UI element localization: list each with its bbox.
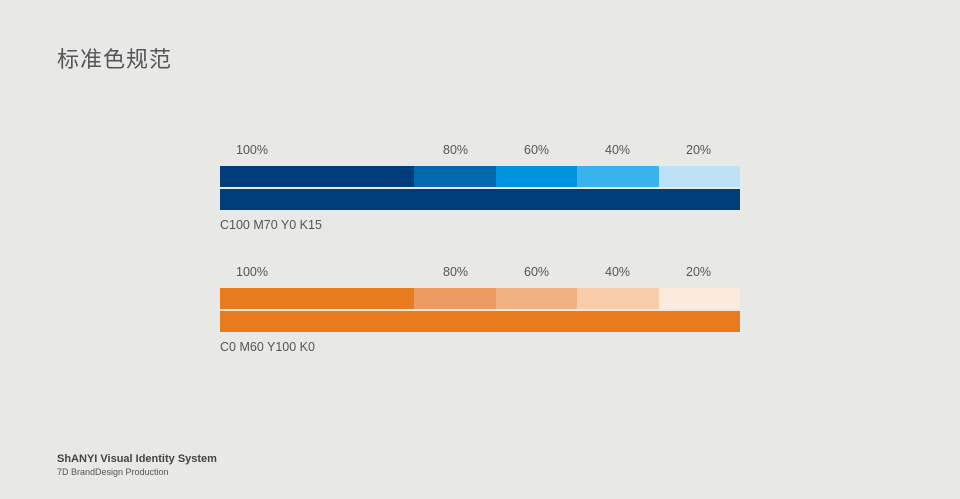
tint-label-20: 20% [686,143,712,157]
main-color-bar [220,311,740,332]
tint-label-80: 80% [443,143,469,157]
tint-swatch-40 [577,166,659,187]
tint-labels: 100% 80% 60% 40% 20% [220,143,740,165]
tint-swatch-100 [220,166,414,187]
color-palette-blue: 100% 80% 60% 40% 20% C100 M70 Y0 K15 [220,143,740,232]
tint-label-60: 60% [524,265,550,279]
tint-strip [220,288,740,309]
tint-swatch-40 [577,288,659,309]
tint-label-60: 60% [524,143,550,157]
tint-labels: 100% 80% 60% 40% 20% [220,265,740,287]
color-spec: C100 M70 Y0 K15 [220,218,322,232]
tint-swatch-80 [414,288,496,309]
tint-swatch-80 [414,166,496,187]
tint-label-100: 100% [236,265,268,279]
tint-label-80: 80% [443,265,469,279]
tint-strip [220,166,740,187]
tint-swatch-60 [496,288,577,309]
tint-swatch-100 [220,288,414,309]
main-color-bar [220,189,740,210]
footer-brand: ShANYI Visual Identity System [57,453,217,465]
tint-label-40: 40% [605,143,631,157]
color-palette-orange: 100% 80% 60% 40% 20% C0 M60 Y100 K0 [220,265,740,354]
footer: ShANYI Visual Identity System 7D BrandDe… [57,453,217,477]
tint-swatch-60 [496,166,577,187]
tint-label-100: 100% [236,143,268,157]
page-title: 标准色规范 [57,48,173,73]
tint-label-20: 20% [686,265,712,279]
tint-swatch-20 [659,166,740,187]
footer-subtitle: 7D BrandDesign Production [57,467,169,477]
tint-label-40: 40% [605,265,631,279]
color-spec: C0 M60 Y100 K0 [220,340,315,354]
tint-swatch-20 [659,288,740,309]
